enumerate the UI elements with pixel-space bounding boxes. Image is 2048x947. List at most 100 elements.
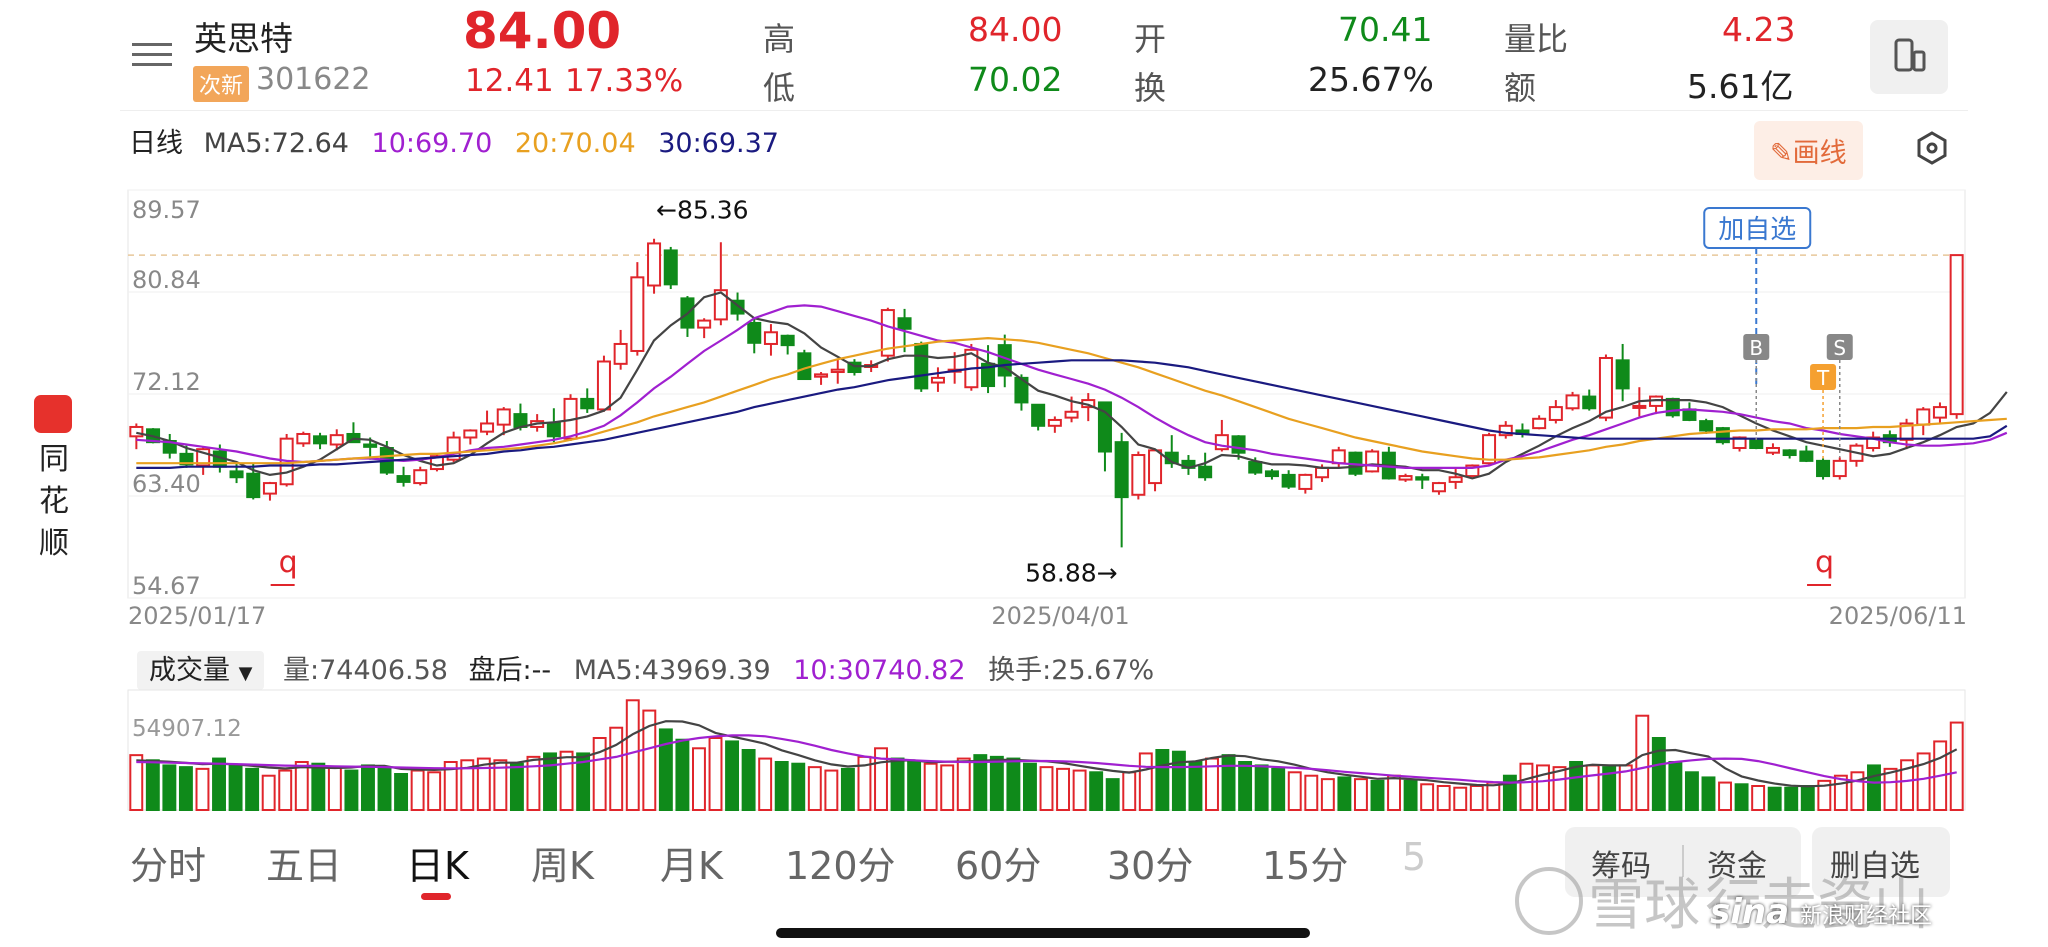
volume-bar (476, 757, 491, 811)
volume-bar (129, 754, 144, 812)
candle-body (1064, 410, 1079, 419)
period-tab-1[interactable]: 五日 (266, 844, 343, 888)
open-value: 70.41 (1338, 10, 1433, 49)
volume-bar (1171, 750, 1186, 812)
candle-body (1832, 459, 1847, 478)
volume-bar (1271, 767, 1286, 811)
volume-bar (162, 764, 177, 812)
volume-bar (1072, 769, 1087, 811)
funds-tab[interactable]: 资金 (1707, 849, 1767, 884)
period-tab-8[interactable]: 15分 (1262, 844, 1349, 888)
home-indicator[interactable] (776, 928, 1310, 938)
candle-body (847, 361, 862, 374)
high-value: 84.00 (968, 10, 1063, 49)
q-marker-icon: q (1815, 545, 1834, 580)
signal-marker-label: B (1749, 336, 1763, 360)
volume-bar (907, 761, 922, 811)
ma20-legend: 20:70.04 (514, 128, 636, 159)
candle-body (480, 422, 495, 433)
volume-chart[interactable]: 54907.12 (0, 0, 2048, 820)
period-tab-4[interactable]: 月K (660, 844, 723, 888)
volume-bar (1022, 762, 1037, 812)
candle-body (546, 422, 561, 438)
candle-body (1949, 254, 1964, 416)
phone-rotate-icon (1894, 38, 1926, 72)
volume-bar (1916, 752, 1931, 812)
indicator-select[interactable]: 成交量 ▼ (137, 651, 265, 690)
candle-body (713, 289, 728, 321)
candle-body (1298, 473, 1313, 490)
period-tab-0[interactable]: 分时 (130, 844, 207, 888)
candle-body (1866, 436, 1881, 450)
volume-bar (774, 761, 789, 811)
ma-legend: 日线 MA5:72.64 10:69.70 20:70.04 30:69.37 (129, 121, 779, 160)
candle-body (613, 342, 628, 365)
candle-body (580, 397, 595, 410)
volume-bar (874, 747, 888, 811)
volume-legend: 成交量 ▼ 量:74406.58 盘后:-- MA5:43969.39 10:3… (137, 648, 1154, 690)
candle-body (747, 321, 762, 344)
volume-bar (1900, 759, 1915, 811)
amount-label: 额 (1504, 69, 1537, 107)
volume-bar (1122, 771, 1137, 811)
volume-bar (1287, 771, 1302, 811)
candle-body (363, 443, 378, 448)
active-tab-underline (421, 893, 451, 900)
volume-bar (1817, 779, 1832, 811)
x-tick-label: 2025/01/17 (128, 602, 266, 630)
volume-bar (1883, 767, 1898, 811)
volume-bar (675, 738, 690, 812)
period-label: 日线 (129, 128, 183, 159)
volume-bar (509, 762, 524, 812)
signal-marker-t (1810, 364, 1837, 390)
volume-bar (1089, 771, 1104, 811)
hexagon-settings-icon[interactable] (1914, 130, 1950, 170)
chips-tab[interactable]: 筹码 (1591, 849, 1651, 884)
candle-body (1114, 441, 1129, 499)
volume-bar (361, 764, 375, 812)
high-annotation: ←85.36 (656, 196, 749, 225)
candle-body (1765, 447, 1780, 454)
candle-body (1431, 482, 1446, 493)
candle-body (1548, 406, 1563, 421)
menu-icon[interactable] (132, 36, 172, 73)
volume-bar (1701, 776, 1716, 812)
candle-body (129, 425, 144, 438)
volume-bar (824, 769, 839, 811)
pencil-icon: ✎ (1770, 138, 1793, 169)
volume-bar (559, 750, 574, 812)
device-switch-button[interactable] (1870, 20, 1948, 94)
period-tab-3[interactable]: 周K (531, 844, 594, 888)
period-tab-7[interactable]: 30分 (1107, 844, 1194, 888)
volume-bar (1469, 785, 1484, 811)
ma5-legend: MA5:72.64 (203, 128, 349, 159)
volume-bar (1353, 778, 1368, 812)
candle-body (496, 408, 511, 426)
after-hours-value: 盘后:-- (468, 655, 552, 686)
period-tab-6[interactable]: 60分 (955, 844, 1042, 888)
candle-body (830, 368, 845, 374)
stock-code: 301622 (256, 62, 371, 97)
candlestick-chart[interactable]: 89.57 80.84 72.12 63.40 54.67 ←85.36 58.88→ q q 加… (0, 0, 2048, 640)
volume-bar (840, 767, 855, 811)
volume-bar (1668, 761, 1683, 811)
last-price: 84.00 (463, 2, 622, 60)
volume-bar (1751, 785, 1766, 811)
watermark-text-1: 雪球 (1588, 873, 1701, 938)
watermark: 雪球 行走瓷山 (1515, 860, 1929, 941)
candle-body (630, 276, 645, 352)
volume-bar (1569, 761, 1584, 811)
candle-body (880, 309, 895, 357)
candle-body (663, 249, 678, 286)
vol-ratio-value: 4.23 (1722, 10, 1796, 49)
period-tab-9[interactable]: 5 (1402, 835, 1427, 879)
period-tab-2[interactable]: 日K (406, 844, 469, 888)
volume-bar (145, 759, 160, 811)
y-tick-label: 54.67 (132, 572, 201, 600)
volume-bar (344, 769, 359, 811)
period-tab-5[interactable]: 120分 (785, 844, 896, 888)
draw-line-button[interactable]: ✎画线 (1754, 121, 1863, 180)
remove-watchlist-button[interactable]: 删自选 (1812, 827, 1950, 897)
volume-bar (1370, 779, 1385, 811)
candle-body (1799, 450, 1814, 462)
